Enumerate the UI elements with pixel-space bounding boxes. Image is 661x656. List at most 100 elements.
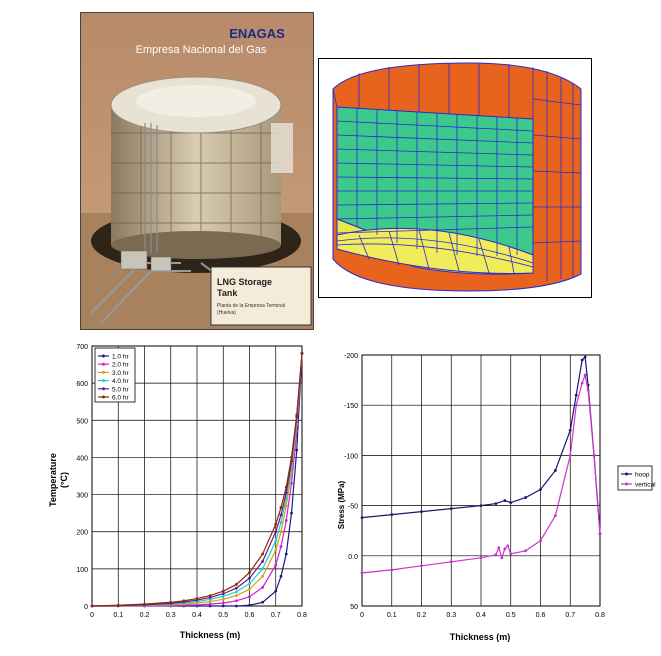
tank-photo-illustration: ENAGAS Empresa Nacional del Gas LNG Stor… xyxy=(81,13,313,329)
stress-series-point xyxy=(574,393,578,397)
temperature-series-point xyxy=(182,599,186,603)
stress-legend-marker xyxy=(625,482,628,486)
temperature-legend-label: 4.0 hr xyxy=(112,378,129,385)
temperature-series-point xyxy=(234,583,238,586)
stress-series-point xyxy=(360,571,364,575)
temperature-series-point xyxy=(90,604,94,608)
temperature-series-point xyxy=(221,592,225,596)
stress-series-point xyxy=(524,496,528,499)
stress-series-point xyxy=(449,560,453,564)
temperature-series-point xyxy=(261,574,265,578)
temperature-chart: 0 0.1 0.2 0.3 0.4 0.5 0.6 0.7 0.8 0 100 200 300 400 50… xyxy=(40,338,330,648)
stress-chart: 0 0.1 0.2 0.3 0.4 0.5 0.6 0.7 0.8 -200 -150 -100 -50… xyxy=(332,340,656,650)
tank-mesh-diagram xyxy=(318,58,592,298)
temperature-y-axis-label-1: Temperature xyxy=(48,453,58,507)
temperature-series-point xyxy=(261,586,265,589)
temperature-series-point xyxy=(274,563,278,567)
stress-series-point xyxy=(583,373,587,377)
temperature-y-tick-label: 200 xyxy=(76,530,88,537)
stress-series-point xyxy=(503,547,507,551)
temperature-series-point xyxy=(234,586,238,590)
stress-series-point xyxy=(592,454,596,457)
stress-x-tick-label: 0.1 xyxy=(387,612,397,619)
stress-series-point xyxy=(506,544,510,548)
temperature-series-point xyxy=(284,552,288,556)
stress-chart-svg: 0 0.1 0.2 0.3 0.4 0.5 0.6 0.7 0.8 -200 -150 -100 -50… xyxy=(337,353,656,642)
lng-tank-photo: ENAGAS Empresa Nacional del Gas LNG Stor… xyxy=(80,12,314,330)
temperature-x-tick-label: 0.5 xyxy=(218,612,228,619)
temperature-series-point xyxy=(208,600,212,603)
stress-series-point xyxy=(586,388,590,392)
temperature-series-point xyxy=(279,545,283,548)
stress-series-point xyxy=(494,553,498,557)
temperature-series-point xyxy=(279,530,283,534)
stress-x-axis-label: Thickness (m) xyxy=(450,632,511,642)
stress-y-tick-label: -200 xyxy=(344,353,358,360)
temperature-y-axis-label-2: (°C) xyxy=(59,472,69,488)
temperature-series-point xyxy=(221,597,225,601)
caption-sub-2: (Huelva) xyxy=(217,310,236,316)
stress-y-tick-label: -50 xyxy=(348,504,358,511)
stress-y-tick-label: 0.0 xyxy=(348,554,358,561)
temperature-series-point xyxy=(274,530,278,534)
temperature-y-tick-label: 500 xyxy=(76,418,88,425)
temperature-x-tick-label: 0.7 xyxy=(271,612,281,619)
stress-y-axis-label: Stress (MPa) xyxy=(337,480,346,529)
temperature-y-tick-label: 0 xyxy=(84,604,88,611)
temperature-x-tick-label: 0.2 xyxy=(140,612,150,619)
temperature-series-point xyxy=(284,485,288,489)
temperature-series-point xyxy=(284,504,288,508)
temperature-legend-label: 1.0 hr xyxy=(112,354,129,361)
stress-series-point xyxy=(580,381,584,385)
temperature-y-tick-label: 700 xyxy=(76,344,88,351)
temperature-series-point xyxy=(221,601,225,605)
temperature-y-tick-label: 400 xyxy=(76,455,88,462)
temperature-x-tick-label: 0.6 xyxy=(245,612,255,619)
stress-series-point xyxy=(539,539,542,543)
stress-legend-label: hoop xyxy=(635,472,650,479)
temperature-x-tick-label: 0.4 xyxy=(192,612,202,619)
temperature-series-point xyxy=(290,511,293,515)
temperature-legend-box xyxy=(94,347,136,403)
stress-series-point xyxy=(420,510,423,514)
temperature-legend-marker xyxy=(102,387,105,391)
caption-box xyxy=(210,266,312,326)
temperature-series-point xyxy=(284,519,288,522)
temperature-legend-label: 5.0 hr xyxy=(112,386,129,393)
stress-x-tick-label: 0.8 xyxy=(595,612,605,619)
temperature-series-point xyxy=(290,482,293,485)
temperature-series-point xyxy=(234,590,238,594)
temperature-legend-label: 3.0 hr xyxy=(112,370,129,377)
temperature-x-tick-label: 0 xyxy=(90,612,94,619)
stress-series-point xyxy=(568,428,572,432)
caption-title-2: Tank xyxy=(217,288,238,298)
temperature-y-tick-label: 600 xyxy=(76,381,88,388)
temperature-series-point xyxy=(248,571,251,574)
stress-x-tick-label: 0.6 xyxy=(536,612,546,619)
stress-series-point xyxy=(509,501,513,504)
stress-series-point xyxy=(574,403,578,407)
stress-series-point xyxy=(568,454,572,457)
stress-series-point xyxy=(497,546,501,550)
stress-series-point xyxy=(390,568,394,572)
temperature-series-point xyxy=(274,522,278,526)
stress-series-point xyxy=(524,549,528,553)
temperature-legend-marker xyxy=(102,362,105,366)
stress-x-tick-label: 0.7 xyxy=(565,612,575,619)
caption-title-1: LNG Storage xyxy=(217,277,272,287)
stress-x-tick-label: 0.2 xyxy=(417,612,427,619)
stress-series-point xyxy=(449,507,453,511)
stress-series-point xyxy=(539,488,542,491)
temperature-series-point xyxy=(116,603,120,607)
temperature-series-point xyxy=(234,594,238,597)
temperature-series-point xyxy=(261,552,265,556)
temperature-series-point xyxy=(261,600,265,604)
temperature-chart-svg: 0 0.1 0.2 0.3 0.4 0.5 0.6 0.7 0.8 0 100 200 300 400 50… xyxy=(48,344,307,640)
temperature-series-point xyxy=(295,448,299,452)
stress-series-point xyxy=(553,514,557,518)
temperature-series-point xyxy=(143,602,146,606)
temperature-series-point xyxy=(208,602,212,606)
temperature-series-point xyxy=(221,594,225,598)
brand-logo-text: ENAGAS xyxy=(229,26,285,41)
temperature-series-point xyxy=(221,604,225,608)
